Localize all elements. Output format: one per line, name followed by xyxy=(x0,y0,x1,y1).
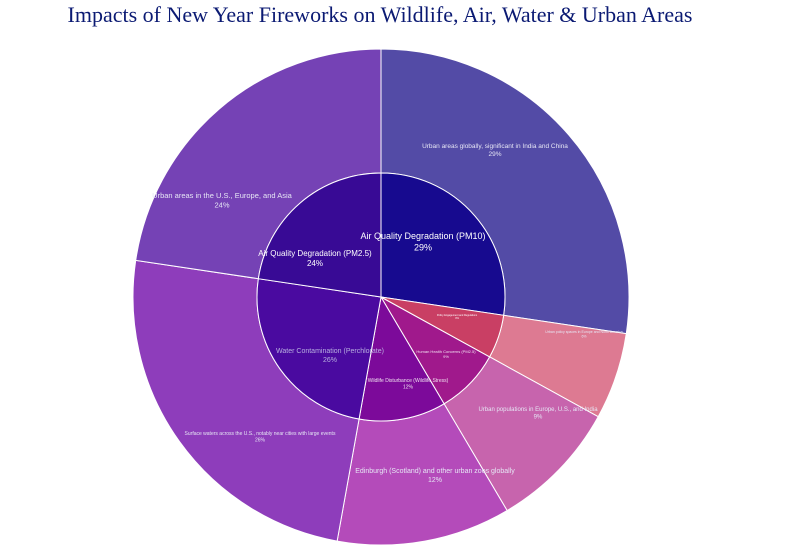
inner-segment-air-quality-degradation-pm2-5[interactable] xyxy=(257,172,382,298)
outer-label-urban-areas-in-the-u-s-europe-and-asia: Urban areas in the U.S., Europe, and Asi… xyxy=(152,191,292,209)
outer-ring xyxy=(132,48,630,546)
outer-label-urban-policy-spaces-in-europe-and-north-america: Urban policy spaces in Europe and North … xyxy=(545,330,622,338)
outer-label-surface-waters-across-the-u-s-notably-near-cities-with-large-events: Surface waters across the U.S., notably … xyxy=(185,431,336,443)
inner-segment-policy-engagement-and-regulations[interactable] xyxy=(380,296,505,358)
inner-label-water-contamination-perchlorate: Water Contamination (Perchlorate) 26% xyxy=(276,348,384,364)
outer-label-edinburgh-scotland-and-other-urban-zoos-globally: Edinburgh (Scotland) and other urban zoo… xyxy=(355,468,515,484)
inner-ring xyxy=(256,172,506,422)
outer-label-urban-areas-globally-significant-in-india-and-china: Urban areas globally, significant in Ind… xyxy=(422,143,568,158)
segment-labels: Urban areas globally, significant in Ind… xyxy=(152,143,623,484)
outer-label-urban-populations-in-europe-u-s-and-india: Urban populations in Europe, U.S., and I… xyxy=(478,407,598,421)
inner-segment-wildlife-disturbance-wildlife-stress[interactable] xyxy=(358,295,445,422)
inner-segment-air-quality-degradation-pm10[interactable] xyxy=(380,172,506,316)
inner-label-air-quality-degradation-pm10: Air Quality Degradation (PM10) 29% xyxy=(360,231,485,252)
inner-label-policy-engagement-and-regulations: Policy Engagement and Regulations 0% xyxy=(437,314,478,320)
chart-title: Impacts of New Year Fireworks on Wildlif… xyxy=(67,2,693,27)
inner-label-human-health-concerns-pm2-5: Human Health Concerns (PM2.5) 9% xyxy=(416,349,476,359)
inner-label-wildlife-disturbance-wildlife-stress: Wildlife Disturbance (Wildlife Stress) 12… xyxy=(368,378,449,390)
inner-label-air-quality-degradation-pm2-5: Air Quality Degradation (PM2.5) 24% xyxy=(258,249,372,268)
inner-segment-water-contamination-perchlorate[interactable] xyxy=(256,278,382,420)
